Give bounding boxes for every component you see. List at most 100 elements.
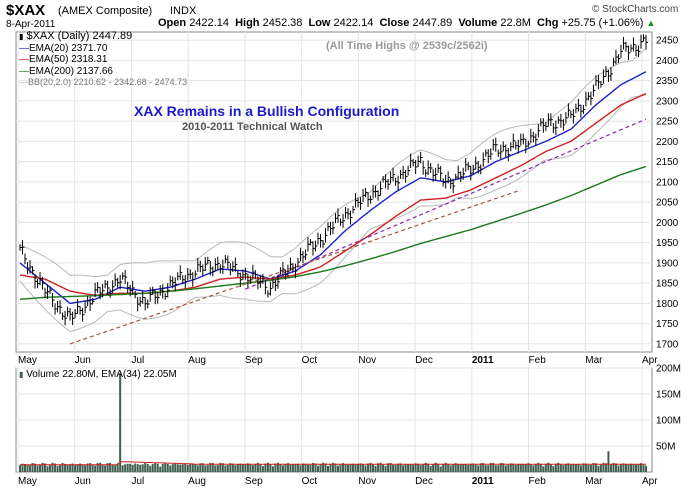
volume-bar bbox=[439, 466, 442, 472]
volume-bar bbox=[424, 462, 427, 472]
volume-bar bbox=[549, 464, 552, 472]
volume-bar bbox=[564, 463, 567, 472]
volume-bar bbox=[479, 463, 482, 472]
volume-bar bbox=[634, 464, 637, 472]
volume-value: 22.8M bbox=[500, 17, 531, 29]
volume-bar bbox=[169, 465, 172, 472]
volume-bar bbox=[306, 464, 309, 472]
volume-bar bbox=[382, 464, 385, 472]
volume-bar bbox=[332, 462, 334, 472]
volume-bar bbox=[569, 464, 572, 472]
legend-bb-text: BB(20,2.0) 2210.62 - 2342.68 - 2474.73 bbox=[28, 77, 188, 87]
volume-bar bbox=[574, 464, 577, 472]
volume-ema-line bbox=[20, 461, 646, 466]
volume-bar bbox=[139, 464, 142, 472]
volume-bar bbox=[567, 463, 570, 472]
volume-bar bbox=[89, 463, 92, 472]
volume-bar bbox=[44, 463, 47, 472]
volume-bar bbox=[645, 465, 647, 472]
volume-bar bbox=[422, 464, 425, 472]
volume-bar bbox=[184, 463, 187, 472]
volume-y-tick-label: 50M bbox=[656, 442, 675, 453]
volume-bar bbox=[101, 464, 104, 472]
volume-bar bbox=[29, 464, 32, 472]
low-value: 2422.14 bbox=[333, 17, 374, 29]
volume-bar bbox=[419, 464, 422, 472]
volume-bar bbox=[329, 464, 332, 472]
volume-bar bbox=[632, 463, 635, 472]
volume-bar bbox=[229, 463, 232, 472]
volume-bar bbox=[347, 464, 350, 472]
volume-bar bbox=[326, 465, 329, 472]
volume-bar bbox=[404, 464, 407, 472]
volume-bar bbox=[111, 464, 114, 472]
x-tick-label: Mar bbox=[585, 355, 603, 366]
volume-bar bbox=[619, 464, 622, 472]
y-tick-label: 1900 bbox=[656, 258, 679, 269]
volume-bar bbox=[151, 463, 154, 472]
volume-bar bbox=[276, 462, 279, 472]
volume-bar bbox=[474, 464, 477, 472]
volume-bar bbox=[261, 466, 264, 472]
volume-bar bbox=[266, 462, 269, 472]
chart-title: XAX Remains in a Bullish Configuration bbox=[134, 103, 400, 119]
volume-bar bbox=[477, 465, 480, 472]
volume-bar bbox=[311, 462, 314, 472]
volume-bar bbox=[604, 463, 607, 472]
volume-bar bbox=[316, 465, 319, 472]
volume-bar bbox=[597, 465, 600, 472]
volume-grid bbox=[16, 367, 652, 472]
volume-bar bbox=[269, 464, 272, 472]
volume-bar bbox=[271, 466, 274, 472]
volume-bar bbox=[81, 464, 84, 472]
y-tick-label: 2150 bbox=[656, 157, 679, 168]
volume-bar bbox=[407, 464, 410, 472]
volume-bar bbox=[492, 462, 495, 472]
volume-bar bbox=[339, 464, 342, 472]
volume-bar bbox=[214, 465, 217, 472]
y-tick-label: 2200 bbox=[656, 137, 679, 148]
volume-bar bbox=[627, 464, 630, 472]
volume-bar bbox=[409, 464, 412, 472]
volume-bar bbox=[512, 463, 515, 472]
volume-bar bbox=[324, 463, 327, 472]
volume-y-axis: 50M 100M 150M 200M bbox=[656, 364, 681, 453]
volume-bar bbox=[494, 465, 497, 472]
legend-price-text: $XAX (Daily) 2447.89 bbox=[26, 30, 133, 42]
volume-bar bbox=[359, 463, 362, 472]
volume-bar bbox=[389, 462, 392, 472]
volume-bar bbox=[612, 462, 615, 472]
volume-legend: ▮ Volume 22.80M, EMA(34) 22.05M bbox=[19, 369, 177, 380]
volume-bar bbox=[624, 463, 627, 472]
volume-bar bbox=[402, 465, 405, 472]
volume-bar bbox=[552, 466, 555, 472]
ohlc-readout: Open 2422.14 High 2452.38 Low 2422.14 Cl… bbox=[158, 17, 655, 29]
ema20-line bbox=[19, 71, 647, 305]
volume-bar bbox=[394, 465, 397, 472]
volume-x-tick-label: Jun bbox=[75, 476, 91, 487]
chart-subtitle: 2010-2011 Technical Watch bbox=[182, 121, 323, 133]
volume-bar bbox=[454, 463, 457, 472]
y-tick-label: 1700 bbox=[656, 339, 679, 350]
volume-bar bbox=[144, 462, 147, 472]
volume-x-tick-label: May bbox=[18, 476, 37, 487]
volume-bar bbox=[522, 464, 525, 472]
volume-x-tick-label: 2011 bbox=[472, 476, 494, 487]
volume-bar bbox=[309, 464, 312, 472]
volume-bar bbox=[61, 463, 64, 472]
volume-x-tick-label: Aug bbox=[188, 476, 206, 487]
volume-x-tick-label: Mar bbox=[585, 476, 603, 487]
volume-bar bbox=[84, 465, 87, 472]
volume-legend-text: Volume 22.80M, EMA(34) 22.05M bbox=[26, 369, 177, 380]
volume-bar bbox=[104, 465, 107, 472]
volume-x-tick-label: Sep bbox=[245, 476, 263, 487]
volume-bar bbox=[34, 463, 37, 472]
bb-lower-band bbox=[19, 94, 647, 333]
volume-bar bbox=[191, 463, 194, 472]
volume-bar bbox=[637, 463, 640, 472]
volume-bar bbox=[21, 463, 24, 472]
volume-bar bbox=[414, 463, 417, 472]
exchange-label: INDX bbox=[170, 5, 197, 17]
high-label: High bbox=[235, 17, 260, 29]
volume-bar bbox=[171, 464, 174, 472]
